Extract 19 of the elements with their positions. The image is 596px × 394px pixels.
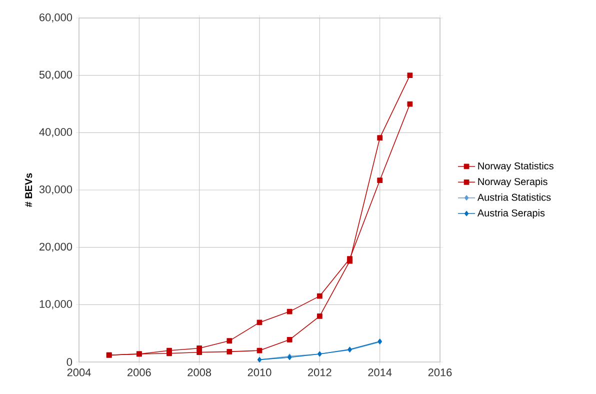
y-tick-label: 60,000 xyxy=(40,13,72,23)
legend-label: Austria Statistics xyxy=(477,193,551,201)
y-tick-label: 20,000 xyxy=(40,242,72,252)
y-tick-label: 0 xyxy=(66,358,72,366)
y-tick-label: 30,000 xyxy=(39,185,72,195)
x-tick-label: 2016 xyxy=(428,368,452,376)
x-tick-label: 2010 xyxy=(248,368,272,376)
x-tick-label: 2006 xyxy=(128,368,151,376)
x-tick-label: 2008 xyxy=(188,368,212,376)
legend-label: Norway Statistics xyxy=(478,162,554,172)
legend-label: Norway Serapis xyxy=(478,178,548,188)
x-tick-label: 2004 xyxy=(67,368,91,376)
y-tick-label: 50,000 xyxy=(39,70,72,80)
x-tick-label: 2014 xyxy=(368,368,392,376)
y-axis-title: # BEVs xyxy=(25,173,32,207)
x-tick-label: 2012 xyxy=(308,368,332,376)
legend-label: Austria Serapis xyxy=(477,209,545,218)
y-tick-label: 10,000 xyxy=(40,300,72,310)
y-tick-label: 40,000 xyxy=(39,128,72,138)
